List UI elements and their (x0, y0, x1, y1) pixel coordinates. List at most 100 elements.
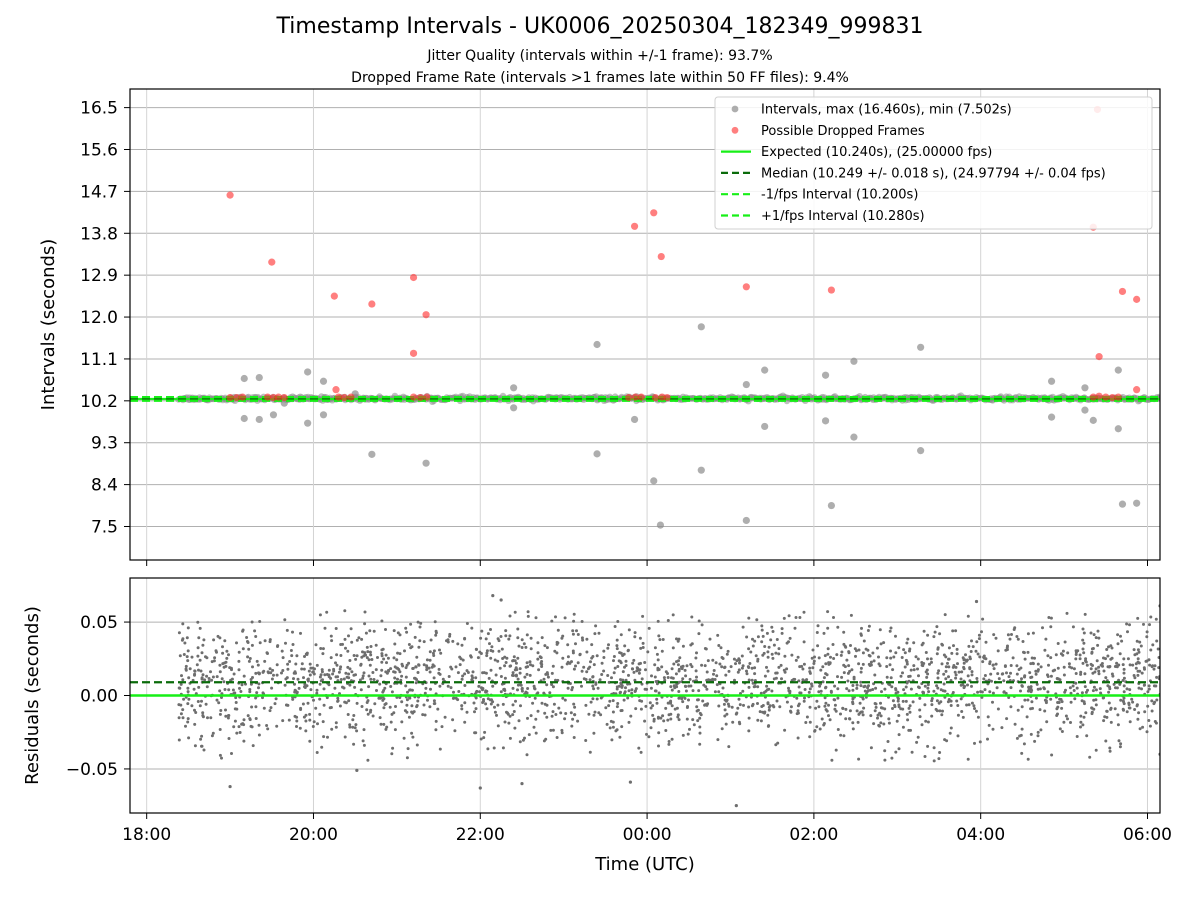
residual-point (551, 685, 555, 689)
residual-point (1008, 637, 1012, 641)
residual-point (193, 722, 197, 726)
residual-point (485, 651, 489, 655)
residual-point (691, 689, 695, 693)
residual-point (1015, 664, 1019, 668)
residual-point (787, 689, 791, 693)
residual-point (211, 731, 215, 735)
residual-point (1151, 643, 1155, 647)
residual-point (954, 673, 958, 677)
residual-point (503, 689, 507, 692)
residual-point (346, 665, 350, 669)
residual-point (329, 634, 333, 638)
residual-point (908, 704, 912, 708)
residual-point (519, 704, 522, 708)
residual-point (536, 641, 540, 645)
residual-point (407, 643, 411, 646)
residual-point (184, 664, 188, 668)
residual-point (1074, 653, 1078, 656)
residual-point (478, 786, 482, 790)
residual-point (717, 690, 721, 694)
residual-point (801, 678, 805, 682)
residual-point (1038, 708, 1042, 712)
residual-point (1033, 739, 1037, 743)
residual-point (540, 636, 544, 640)
residual-point (975, 677, 979, 680)
residual-point (308, 662, 312, 666)
residual-point (593, 632, 597, 636)
residual-point (1120, 639, 1124, 643)
residual-point (1119, 742, 1123, 746)
residual-point (1119, 698, 1123, 702)
residual-point (1102, 719, 1106, 723)
residual-point (607, 643, 610, 647)
residual-point (907, 675, 911, 678)
residual-point (867, 624, 871, 628)
residual-point (681, 700, 685, 704)
residual-point (947, 675, 950, 679)
residual-point (182, 697, 186, 701)
residual-point (1020, 684, 1024, 688)
residual-point (656, 666, 660, 670)
residual-point (534, 717, 538, 721)
residual-point (695, 675, 698, 679)
residual-point (339, 654, 343, 657)
residual-point (517, 719, 521, 723)
residual-point (602, 656, 606, 659)
residual-point (393, 665, 397, 669)
residual-point (847, 664, 851, 668)
residual-point (566, 643, 570, 647)
residual-point (1046, 654, 1050, 658)
residual-point (836, 625, 840, 629)
residual-point (660, 649, 664, 653)
residual-point (873, 702, 877, 705)
residual-point (249, 678, 253, 681)
residual-point (1135, 704, 1139, 708)
residual-point (859, 710, 863, 714)
residual-point (348, 683, 352, 687)
residual-point (229, 678, 233, 682)
dropped-frame-point (347, 393, 355, 401)
residual-point (1020, 727, 1024, 731)
residual-point (940, 662, 944, 666)
residual-point (897, 703, 901, 707)
residual-point (925, 675, 929, 679)
residual-point (1063, 690, 1067, 694)
residual-point (1098, 687, 1102, 691)
residual-point (561, 656, 565, 660)
residual-point (649, 686, 653, 690)
residual-point (434, 728, 438, 732)
residual-point (691, 718, 695, 722)
residual-point (840, 650, 844, 654)
residual-point (1043, 709, 1047, 713)
residual-point (1061, 649, 1065, 653)
residual-point (633, 690, 637, 693)
residual-point (380, 648, 384, 652)
residual-point (847, 650, 851, 654)
residual-point (670, 676, 673, 680)
residual-point (1047, 663, 1050, 667)
residual-point (503, 676, 507, 680)
residual-point (1122, 690, 1126, 694)
residual-point (664, 729, 668, 732)
residual-point (890, 685, 894, 689)
residual-point (438, 684, 442, 688)
residual-point (425, 668, 429, 672)
residual-point (197, 685, 201, 689)
residual-point (610, 738, 614, 742)
residual-point (1023, 657, 1027, 661)
residual-point (520, 782, 524, 786)
residual-point (216, 634, 220, 638)
residual-point (525, 753, 529, 757)
dropped-frame-point (238, 393, 247, 401)
residual-point (598, 678, 602, 682)
residual-point (1088, 755, 1092, 759)
residual-point (672, 662, 676, 666)
residual-point (293, 690, 297, 694)
residual-point (650, 674, 653, 678)
residual-point (359, 688, 363, 692)
residual-point (861, 651, 865, 655)
residual-point (953, 670, 957, 674)
residual-point (308, 739, 312, 743)
residual-point (200, 734, 204, 738)
residual-point (339, 665, 343, 669)
